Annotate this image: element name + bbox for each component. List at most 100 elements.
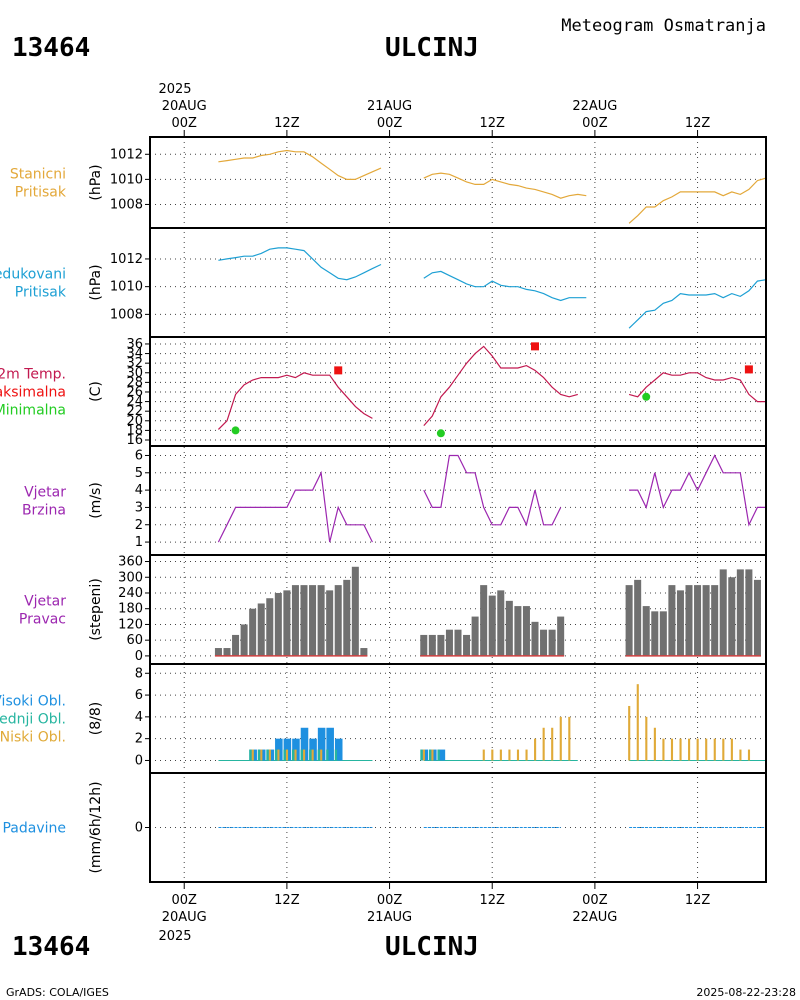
- panel-label-wind_direction: Pravac: [19, 612, 66, 628]
- y-tick-label: 24: [126, 395, 143, 410]
- wind-direction-bar: [334, 585, 342, 656]
- y-unit-label-temperature: (C): [88, 381, 104, 402]
- x-tick-time-top: 00Z: [171, 116, 197, 131]
- low-cloud-bar: [568, 716, 571, 761]
- panel-wind_direction: [214, 566, 761, 657]
- wind-direction-bar: [463, 634, 471, 656]
- low-cloud-bar: [320, 749, 323, 761]
- low-cloud-bar: [653, 727, 656, 761]
- low-cloud-bar: [739, 749, 742, 761]
- wind-direction-bar: [317, 585, 325, 656]
- x-tick-date-bottom: 20AUG: [162, 910, 207, 925]
- x-tick-date-top: 20AUG: [162, 99, 207, 114]
- x-tick-time-bottom: 12Z: [274, 893, 300, 908]
- mid-cloud-bar: [291, 749, 295, 761]
- series-line-station_pressure: [218, 149, 382, 180]
- panel-label-wind_direction: Vjetar: [24, 594, 66, 610]
- panel-wind_speed: [217, 454, 766, 543]
- low-cloud-bar: [311, 749, 314, 761]
- max-temp-marker: [744, 365, 753, 374]
- panel-label-clouds: Srednji Obl.: [0, 712, 66, 728]
- y-tick-label: 1012: [110, 147, 143, 162]
- y-tick-label: 360: [118, 555, 143, 570]
- wind-direction-bar: [753, 579, 761, 656]
- station-id-top: 13464: [12, 33, 90, 63]
- y-tick-label: 0: [135, 649, 143, 664]
- panel-frame-precipitation: [149, 772, 767, 883]
- wind-direction-bar: [257, 603, 265, 656]
- min-temp-marker: [642, 392, 651, 401]
- low-cloud-bar: [268, 749, 271, 761]
- y-tick-label: 4: [135, 483, 143, 498]
- y-tick-label: 1010: [110, 172, 143, 187]
- y-tick-label: 300: [118, 570, 143, 585]
- bottom-year-label: 2025: [158, 929, 191, 944]
- x-tick-time-bottom: 12Z: [685, 893, 711, 908]
- y-unit-label-station_pressure: (hPa): [88, 164, 104, 200]
- low-cloud-bar: [251, 749, 254, 761]
- wind-direction-bar: [214, 648, 222, 656]
- wind-direction-bar: [454, 629, 462, 656]
- low-cloud-bar: [747, 749, 751, 761]
- y-tick-label: 28: [126, 375, 143, 390]
- wind-direction-bar: [557, 616, 565, 656]
- grads-credit: GrADS: COLA/IGES: [6, 986, 109, 999]
- y-tick-label: 18: [126, 423, 143, 438]
- panel-label-clouds: Visoki Obl.: [0, 694, 66, 710]
- wind-direction-bar: [283, 590, 291, 656]
- wind-direction-bar: [497, 590, 505, 656]
- series-line-temperature: [423, 345, 578, 426]
- panel-label-reduced_pressure: Pritisak: [15, 285, 67, 301]
- panel-label-temperature: 2m Temp.: [0, 367, 66, 383]
- series-line-temperature: [217, 372, 373, 430]
- panel-clouds: [218, 684, 766, 761]
- y-unit-label-reduced_pressure: (hPa): [88, 264, 104, 300]
- wind-direction-bar: [343, 579, 351, 656]
- low-cloud-bar: [525, 749, 528, 761]
- wind-direction-bar: [309, 585, 317, 656]
- wind-direction-bar: [480, 585, 488, 656]
- low-cloud-bar: [431, 749, 434, 761]
- wind-direction-bar: [651, 611, 659, 656]
- top-year-label: 2025: [158, 82, 191, 97]
- low-cloud-bar: [696, 738, 699, 761]
- wind-direction-bar: [522, 606, 530, 656]
- panel-temperature: [217, 342, 766, 438]
- x-tick-time-top: 12Z: [479, 116, 505, 131]
- low-cloud-bar: [508, 749, 511, 761]
- wind-direction-bar: [437, 634, 445, 656]
- wind-direction-bar: [471, 616, 479, 656]
- wind-direction-bar: [711, 585, 719, 656]
- wind-direction-bar: [240, 624, 248, 656]
- y-tick-label: 60: [126, 633, 143, 648]
- low-cloud-bar: [713, 738, 716, 761]
- mid-cloud-bar: [428, 749, 432, 761]
- y-tick-label: 5: [135, 466, 143, 481]
- mid-cloud-bar: [437, 749, 440, 761]
- high-cloud-bar: [300, 727, 309, 761]
- mid-cloud-bar: [249, 749, 252, 761]
- wind-direction-bar: [420, 634, 428, 656]
- low-cloud-bar: [636, 684, 639, 761]
- y-unit-label-precipitation: (mm/6h/12h): [88, 781, 104, 873]
- y-tick-label: 0: [135, 821, 143, 836]
- y-tick-label: 36: [126, 337, 143, 352]
- panel-reduced_pressure: [218, 247, 767, 329]
- high-cloud-bar: [317, 727, 326, 761]
- y-tick-label: 2: [135, 732, 143, 747]
- wind-direction-bar: [548, 629, 556, 656]
- y-tick-label: 1: [135, 535, 143, 550]
- mid-cloud-bar: [334, 749, 338, 761]
- low-cloud-bar: [679, 738, 682, 761]
- mid-cloud-bar: [420, 749, 423, 761]
- y-tick-label: 22: [126, 404, 143, 419]
- y-tick-label: 180: [118, 602, 143, 617]
- wind-direction-bar: [274, 592, 282, 656]
- y-tick-label: 2: [135, 518, 143, 533]
- wind-direction-bar: [745, 569, 753, 656]
- y-tick-label: 26: [126, 385, 143, 400]
- x-tick-time-top: 12Z: [274, 116, 300, 131]
- panel-label-reduced_pressure: Redukovani: [0, 267, 66, 283]
- y-tick-label: 1008: [110, 307, 143, 322]
